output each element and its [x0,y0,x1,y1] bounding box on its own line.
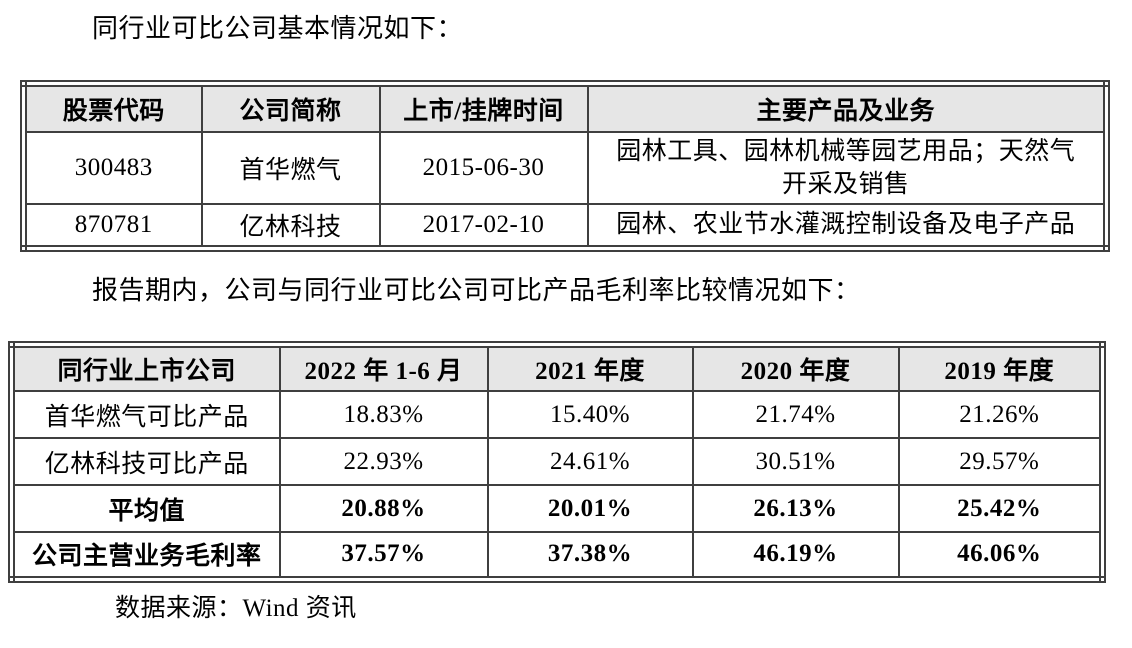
table-row-company-margin: 公司主营业务毛利率 37.57% 37.38% 46.19% 46.06% [10,531,1104,580]
header-period-2022h1: 2022 年 1-6 月 [278,343,489,392]
cell-margin-value: 25.42% [897,484,1104,533]
cell-company-name: 首华燃气 [200,130,381,205]
cell-margin-value: 20.88% [278,484,489,533]
cell-listing-date: 2017-02-10 [378,202,589,249]
cell-margin-value: 29.57% [897,437,1104,486]
data-source-note: 数据来源：Wind 资讯 [115,594,357,622]
cell-stock-code: 870781 [22,202,203,249]
cell-margin-value: 46.06% [897,531,1104,580]
cell-margin-value: 24.61% [486,437,694,486]
header-peer-company: 同行业上市公司 [10,343,281,392]
cell-margin-value: 20.01% [486,484,694,533]
table-row: 亿林科技可比产品 22.93% 24.61% 30.51% 29.57% [10,437,1104,486]
table-row: 300483 首华燃气 2015-06-30 园林工具、园林机械等园艺用品；天然… [22,130,1108,205]
header-listing-date: 上市/挂牌时间 [378,82,589,133]
header-period-2020: 2020 年度 [691,343,900,392]
cell-margin-value: 37.38% [486,531,694,580]
cell-margin-value: 21.74% [691,390,900,439]
cell-row-label: 首华燃气可比产品 [10,390,281,439]
comparable-companies-table: 股票代码 公司简称 上市/挂牌时间 主要产品及业务 300483 首华燃气 20… [20,80,1110,252]
cell-margin-value: 15.40% [486,390,694,439]
intro-margins-text: 报告期内，公司与同行业可比公司可比产品毛利率比较情况如下： [92,275,861,305]
intro-companies-text: 同行业可比公司基本情况如下： [92,14,464,43]
header-period-2019: 2019 年度 [897,343,1104,392]
cell-margin-value: 46.19% [691,531,900,580]
companies-header-row: 股票代码 公司简称 上市/挂牌时间 主要产品及业务 [22,82,1108,133]
cell-margin-value: 26.13% [691,484,900,533]
header-stock-code: 股票代码 [22,82,203,133]
cell-listing-date: 2015-06-30 [378,130,589,205]
header-main-products: 主要产品及业务 [586,82,1108,133]
table-row-average: 平均值 20.88% 20.01% 26.13% 25.42% [10,484,1104,533]
gross-margin-comparison-table: 同行业上市公司 2022 年 1-6 月 2021 年度 2020 年度 201… [8,340,1106,583]
cell-row-label: 平均值 [10,484,281,533]
cell-row-label: 公司主营业务毛利率 [10,531,281,580]
cell-row-label: 亿林科技可比产品 [10,437,281,486]
cell-margin-value: 22.93% [278,437,489,486]
cell-company-name: 亿林科技 [200,202,381,249]
cell-main-products: 园林工具、园林机械等园艺用品；天然气 开采及销售 [586,130,1108,205]
margins-header-row: 同行业上市公司 2022 年 1-6 月 2021 年度 2020 年度 201… [10,343,1104,392]
cell-margin-value: 18.83% [278,390,489,439]
cell-margin-value: 30.51% [691,437,900,486]
cell-margin-value: 37.57% [278,531,489,580]
cell-stock-code: 300483 [22,130,203,205]
cell-margin-value: 21.26% [897,390,1104,439]
table-row: 首华燃气可比产品 18.83% 15.40% 21.74% 21.26% [10,390,1104,439]
table-row: 870781 亿林科技 2017-02-10 园林、农业节水灌溉控制设备及电子产… [22,202,1108,249]
header-company-name: 公司简称 [200,82,381,133]
cell-main-products: 园林、农业节水灌溉控制设备及电子产品 [586,202,1108,249]
header-period-2021: 2021 年度 [486,343,694,392]
